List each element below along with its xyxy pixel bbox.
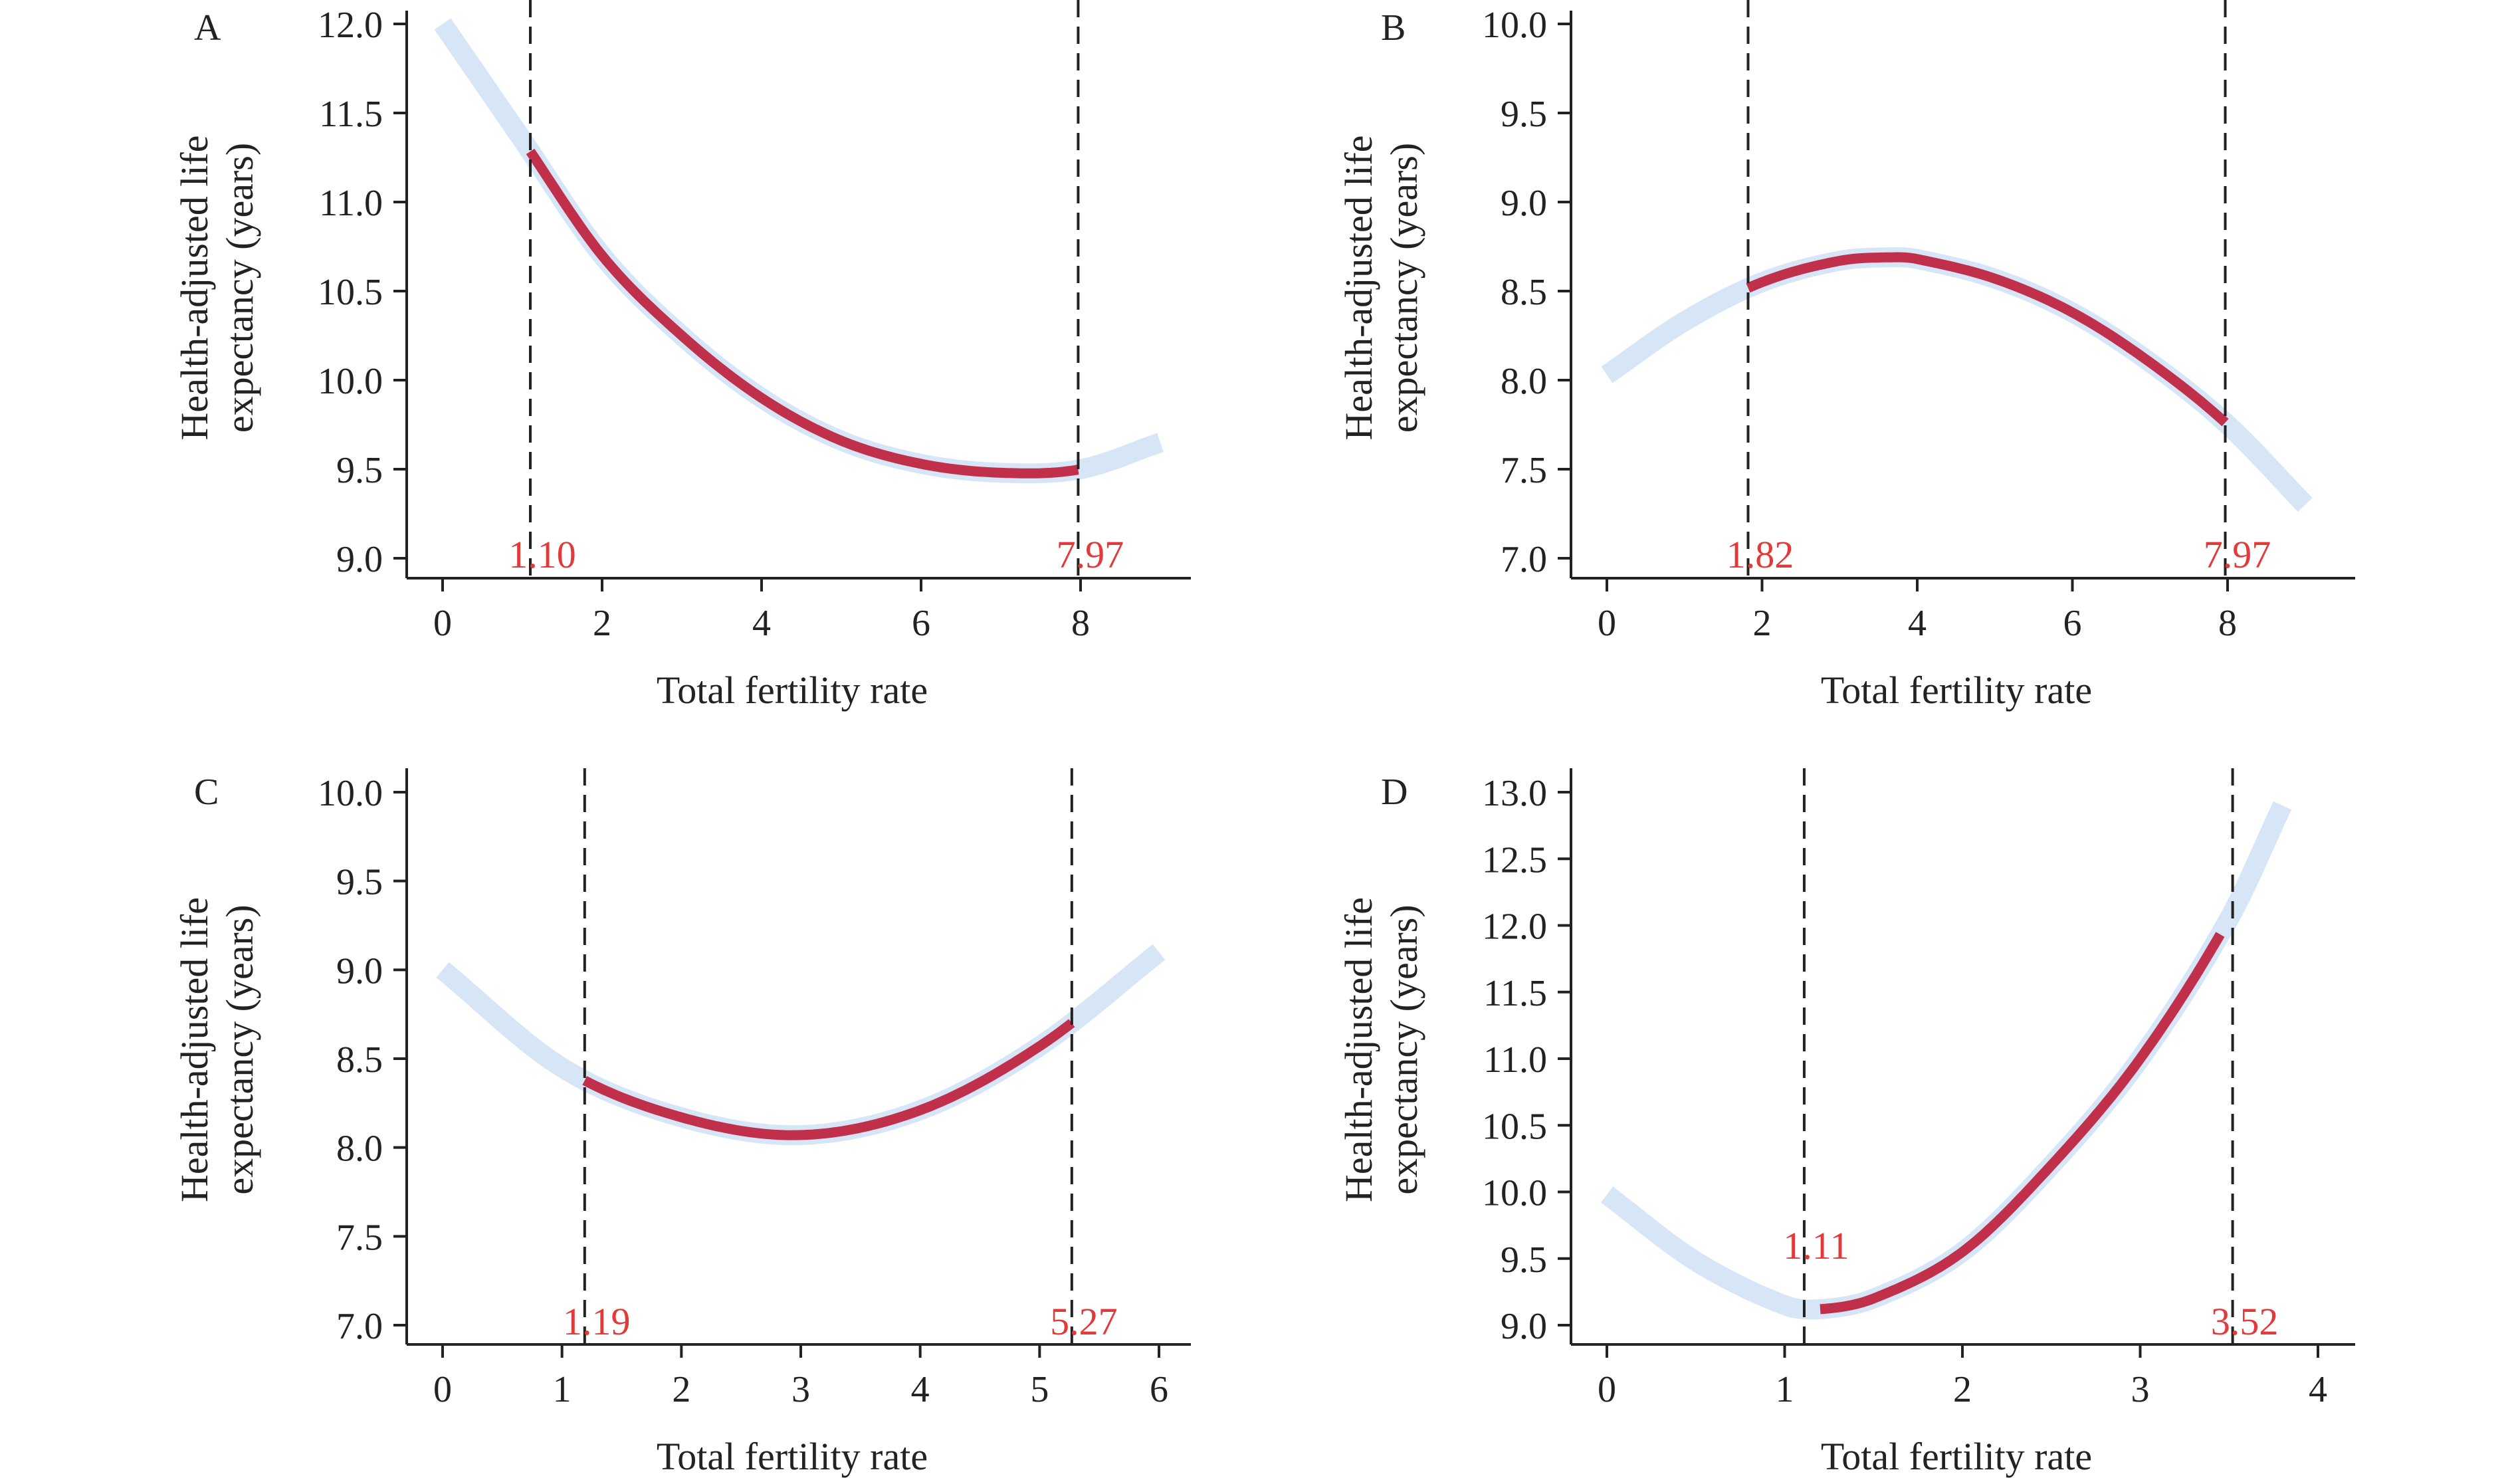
panel-c-x-tick-label: 3 (791, 1369, 810, 1410)
panel-d-x-tick-label: 2 (1953, 1369, 1972, 1410)
panel-d-y-tick-label: 9.5 (1501, 1239, 1547, 1281)
panel-d-y-tick-label: 12.5 (1482, 839, 1547, 881)
panel-d-x-tick-label: 4 (2309, 1369, 2327, 1410)
panel-b-y-axis-title-line-2: expectancy (years) (1382, 143, 1425, 433)
panel-b-y-tick-label: 8.0 (1501, 361, 1547, 402)
panel-d-y-tick-label: 10.0 (1482, 1173, 1547, 1214)
panel-a-y-tick-label: 10.0 (318, 361, 383, 402)
panel-b-y-tick-label: 7.0 (1501, 539, 1547, 580)
panel-b-y-tick-label: 10.0 (1482, 5, 1547, 46)
panel-a-cutoff-label: 7.97 (1057, 533, 1124, 576)
panel-b-cutoff-label: 7.97 (2204, 533, 2271, 576)
panel-b-x-axis-title: Total fertility rate (1821, 669, 2092, 712)
panel-c-highlight-curve (582, 1019, 1075, 1140)
panel-d-x-tick-label: 1 (1776, 1369, 1794, 1410)
panel-c-x-tick-label: 2 (672, 1369, 690, 1410)
panel-b-y-axis-title-line-1: Health-adjusted life (1337, 136, 1380, 441)
panel-a-y-axis-title-line-2: expectancy (years) (218, 143, 261, 433)
panel-a-y-tick-label: 9.0 (336, 539, 383, 580)
panel-c-x-axis-title: Total fertility rate (657, 1435, 928, 1478)
panel-a-y-tick-label: 10.5 (318, 272, 383, 313)
panel-c-x-tick-label: 0 (433, 1369, 452, 1410)
panel-a-x-tick-label: 6 (912, 603, 930, 644)
panel-d-y-tick-label: 11.0 (1483, 1039, 1547, 1081)
panel-a-y-tick-label: 11.5 (319, 94, 383, 135)
panel-d-highlight-curve (1820, 932, 2225, 1315)
panel-d-cutoff-label: 3.52 (2211, 1300, 2279, 1343)
panel-d: D 9.0 9.5 10.0 10.5 11.0 11.5 12.0 12.5 13.0 0 1 2 3 4… (1337, 768, 2355, 1478)
panel-d-y-tick-label: 12.0 (1482, 906, 1547, 948)
panel-d-y-tick-label: 9.0 (1501, 1306, 1547, 1347)
panel-d-cutoff-label: 1.11 (1783, 1224, 1849, 1267)
panel-a-x-axis-title: Total fertility rate (657, 669, 928, 712)
panel-c-x-tick-label: 6 (1150, 1369, 1168, 1410)
panel-b-x-tick-label: 2 (1753, 603, 1772, 644)
panel-b-cutoff-label: 1.82 (1727, 533, 1794, 576)
panel-d-x-tick-label: 0 (1598, 1369, 1616, 1410)
panel-c-y-tick-label: 10.0 (318, 773, 383, 814)
panel-a-x-tick-label: 2 (593, 603, 611, 644)
panel-c-y-axis-title-line-1: Health-adjusted life (173, 897, 216, 1202)
panel-c-x-tick-label: 4 (911, 1369, 930, 1410)
panel-b-x-tick-label: 6 (2063, 603, 2082, 644)
panel-d-x-axis-title: Total fertility rate (1821, 1435, 2092, 1478)
panel-d-letter: D (1381, 772, 1408, 813)
panel-a-y-axis-title-line-1: Health-adjusted life (173, 136, 216, 441)
panel-d-x-tick-label: 3 (2131, 1369, 2150, 1410)
panel-d-y-tick-label: 11.5 (1483, 973, 1547, 1014)
panel-c-cutoff-label: 1.19 (563, 1300, 631, 1343)
panel-b-letter: B (1381, 7, 1406, 49)
panel-a-highlight-curve (526, 148, 1079, 478)
panel-b-highlight-curve (1746, 252, 2229, 427)
panel-a-letter: A (194, 7, 221, 49)
panel-c-letter: C (194, 772, 219, 813)
panels: A 9.0 9.5 10.0 10.5 11.0 11.5 12.0 0 2 4 6 8 Total fe… (173, 0, 2355, 1478)
panel-b-y-tick-label: 7.5 (1501, 450, 1547, 491)
panel-b-x-tick-label: 4 (1908, 603, 1927, 644)
panel-b-y-tick-label: 9.5 (1501, 94, 1547, 135)
panel-a-x-tick-label: 4 (752, 603, 771, 644)
panel-a-cutoff-label: 1.10 (508, 533, 576, 576)
panel-b: B 7.0 7.5 8.0 8.5 9.0 9.5 10.0 0 2 4 6 8 Total fertil… (1337, 0, 2355, 712)
panel-c-x-tick-label: 1 (553, 1369, 572, 1410)
panel-b-y-tick-label: 8.5 (1501, 272, 1547, 313)
panel-d-y-tick-label: 13.0 (1482, 773, 1547, 814)
panel-b-x-tick-label: 0 (1598, 603, 1616, 644)
panel-b-x-tick-label: 8 (2218, 603, 2237, 644)
panel-c-y-tick-label: 7.0 (336, 1306, 383, 1347)
panel-a: A 9.0 9.5 10.0 10.5 11.0 11.5 12.0 0 2 4 6 8 Total fe… (173, 0, 1191, 712)
panel-a-y-tick-label: 9.5 (336, 450, 383, 491)
panel-a-x-tick-label: 0 (433, 603, 452, 644)
panel-a-y-tick-label: 12.0 (318, 5, 383, 46)
panel-c-cutoff-label: 5.27 (1050, 1300, 1118, 1343)
panel-c-y-tick-label: 9.0 (336, 950, 383, 992)
panel-c: C 7.0 7.5 8.0 8.5 9.0 9.5 10.0 0 1 2 3 4 5 6 Total fert… (173, 768, 1191, 1478)
panel-c-x-tick-label: 5 (1030, 1369, 1049, 1410)
panel-c-y-tick-label: 8.0 (336, 1128, 383, 1170)
panel-a-x-tick-label: 8 (1071, 603, 1090, 644)
panel-c-y-tick-label: 7.5 (336, 1217, 383, 1258)
panel-b-y-tick-label: 9.0 (1501, 183, 1547, 224)
panel-c-y-tick-label: 9.5 (336, 862, 383, 903)
panel-d-y-axis-title-line-1: Health-adjusted life (1337, 897, 1380, 1202)
panel-d-y-tick-label: 10.5 (1482, 1106, 1547, 1147)
panel-a-y-tick-label: 11.0 (319, 183, 383, 224)
panel-c-y-axis-title-line-2: expectancy (years) (218, 904, 261, 1194)
panel-c-y-tick-label: 8.5 (336, 1039, 383, 1081)
panel-d-y-axis-title-line-2: expectancy (years) (1382, 904, 1425, 1194)
